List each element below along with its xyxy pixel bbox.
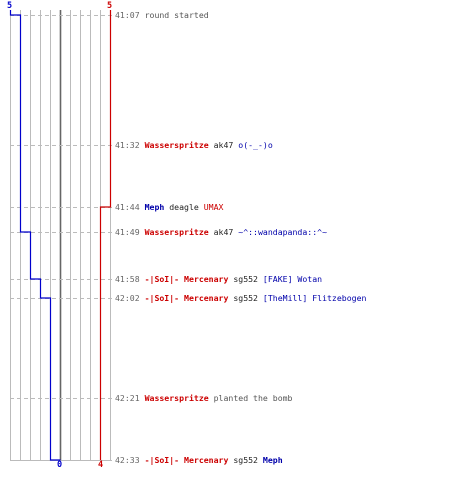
event-time: 41:44 [115,202,140,212]
player-name: ~^::wandapanda::^~ [238,227,327,237]
event-row: 41:49 Wasserspritze ak47 ~^::wandapanda:… [115,227,327,237]
event-weapon: deagle [164,202,204,212]
event-row: 41:32 Wasserspritze ak47 o(-_-)o [115,140,273,150]
event-time: 42:21 [115,393,140,403]
event-time: 41:32 [115,140,140,150]
event-time: 41:49 [115,227,140,237]
t-alive-line [99,10,112,460]
ct-end-count: 0 [57,460,63,470]
player-name: Wasserspritze [144,227,209,237]
player-name: Meph [144,202,165,212]
event-row: 41:58 -|SoI|- Mercenary sg552 [FAKE] Wot… [115,274,322,284]
player-name: Wasserspritze [144,140,209,150]
ct-alive-line [9,10,61,461]
event-time: 41:58 [115,274,140,284]
event-time: 42:33 [115,455,140,465]
player-name: [TheMill] Flitzebogen [262,293,367,303]
event-text: planted the bomb [208,393,293,403]
event-row: 42:02 -|SoI|- Mercenary sg552 [TheMill] … [115,293,366,303]
event-row: 42:33 -|SoI|- Mercenary sg552 Meph [115,455,283,465]
event-weapon: sg552 [228,293,263,303]
event-weapon: ak47 [208,140,239,150]
event-row: 41:44 Meph deagle UMAX [115,202,223,212]
event-time: 42:02 [115,293,140,303]
event-weapon: sg552 [228,274,263,284]
event-row: 42:21 Wasserspritze planted the bomb [115,393,293,403]
player-name: -|SoI|- Mercenary [144,293,229,303]
event-weapon: sg552 [228,455,263,465]
event-weapon: ak47 [208,227,239,237]
player-name: Wasserspritze [144,393,209,403]
player-name: UMAX [203,202,224,212]
ct-start-count: 5 [7,1,13,11]
player-name: o(-_-)o [238,140,273,150]
player-name: [FAKE] Wotan [262,274,323,284]
player-name: Meph [262,455,283,465]
event-time: 41:07 [115,10,140,20]
player-name: -|SoI|- Mercenary [144,274,229,284]
t-start-count: 5 [107,1,113,11]
event-text: round started [144,10,209,20]
event-row: 41:07 round started [115,10,209,20]
player-name: -|SoI|- Mercenary [144,455,229,465]
t-end-count: 4 [98,460,104,470]
